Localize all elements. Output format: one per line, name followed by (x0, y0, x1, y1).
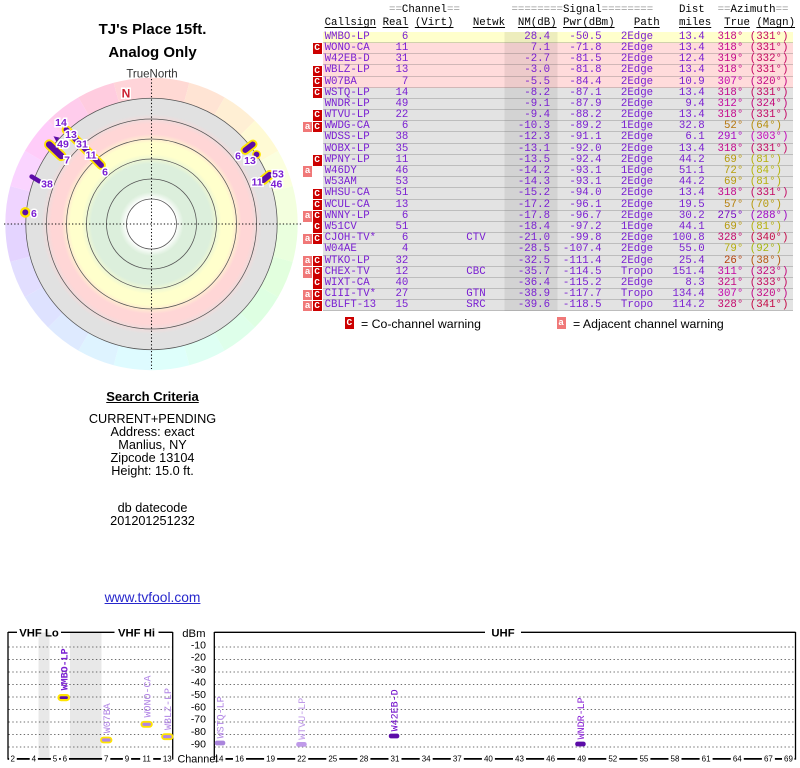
svg-text:6: 6 (102, 167, 108, 179)
svg-text:40: 40 (484, 754, 493, 763)
svg-text:TrueNorth: TrueNorth (126, 69, 177, 81)
svg-text:6: 6 (31, 208, 37, 220)
svg-text:46: 46 (546, 754, 555, 763)
svg-text:49: 49 (57, 139, 69, 151)
svg-text:22: 22 (297, 754, 306, 763)
svg-text:5: 5 (53, 754, 58, 763)
svg-text:31: 31 (76, 139, 88, 151)
svg-text:WTVU-LP: WTVU-LP (298, 698, 309, 740)
svg-text:11: 11 (251, 177, 262, 189)
svg-text:6: 6 (235, 151, 241, 163)
svg-text:dBm: dBm (182, 628, 205, 640)
svg-text:61: 61 (702, 754, 711, 763)
svg-text:67: 67 (764, 754, 773, 763)
svg-text:13: 13 (244, 155, 256, 167)
svg-text:-60: -60 (191, 701, 206, 713)
svg-text:-20: -20 (191, 652, 206, 664)
svg-text:14: 14 (215, 754, 224, 763)
svg-text:7: 7 (64, 155, 70, 167)
svg-text:31: 31 (391, 754, 400, 763)
svg-text:64: 64 (733, 754, 742, 763)
svg-text:37: 37 (453, 754, 462, 763)
svg-text:19: 19 (266, 754, 275, 763)
svg-text:6: 6 (63, 754, 68, 763)
svg-text:53: 53 (272, 169, 284, 181)
svg-text:4: 4 (32, 754, 37, 763)
svg-text:-40: -40 (191, 677, 206, 689)
svg-text:58: 58 (671, 754, 680, 763)
svg-text:13: 13 (65, 129, 77, 141)
svg-text:49: 49 (577, 754, 586, 763)
svg-text:VHF Hi: VHF Hi (118, 628, 155, 640)
svg-text:55: 55 (639, 754, 648, 763)
svg-text:28: 28 (359, 754, 368, 763)
svg-text:11: 11 (143, 754, 152, 763)
svg-text:38: 38 (41, 179, 53, 191)
svg-text:VHF Lo: VHF Lo (19, 628, 59, 640)
svg-text:WSTQ-LP: WSTQ-LP (217, 696, 228, 738)
svg-text:46: 46 (271, 179, 283, 191)
svg-text:N: N (122, 87, 131, 101)
svg-text:-30: -30 (191, 664, 206, 676)
svg-text:13: 13 (163, 754, 172, 763)
svg-text:-90: -90 (191, 739, 206, 751)
svg-text:7: 7 (104, 754, 109, 763)
svg-text:Channel: Channel (178, 753, 218, 765)
svg-text:11: 11 (85, 150, 96, 162)
svg-text:69: 69 (784, 754, 793, 763)
svg-text:WMBO-LP: WMBO-LP (60, 648, 71, 690)
svg-text:-70: -70 (191, 714, 206, 726)
svg-text:W42EB-D: W42EB-D (391, 689, 402, 731)
svg-text:16: 16 (235, 754, 244, 763)
svg-text:14: 14 (55, 117, 67, 129)
svg-text:-50: -50 (191, 689, 206, 701)
svg-text:-80: -80 (191, 726, 206, 738)
svg-text:2: 2 (10, 754, 15, 763)
svg-text:-10: -10 (191, 639, 206, 651)
svg-text:9: 9 (125, 754, 130, 763)
svg-text:52: 52 (608, 754, 617, 763)
svg-text:WONO-CA: WONO-CA (143, 675, 154, 717)
svg-text:WBLZ-LP: WBLZ-LP (164, 688, 175, 730)
svg-text:UHF: UHF (491, 628, 514, 640)
svg-text:W07BA: W07BA (103, 703, 114, 733)
svg-text:34: 34 (422, 754, 431, 763)
svg-text:WNDR-LP: WNDR-LP (577, 697, 588, 739)
svg-text:43: 43 (515, 754, 524, 763)
svg-text:25: 25 (328, 754, 337, 763)
